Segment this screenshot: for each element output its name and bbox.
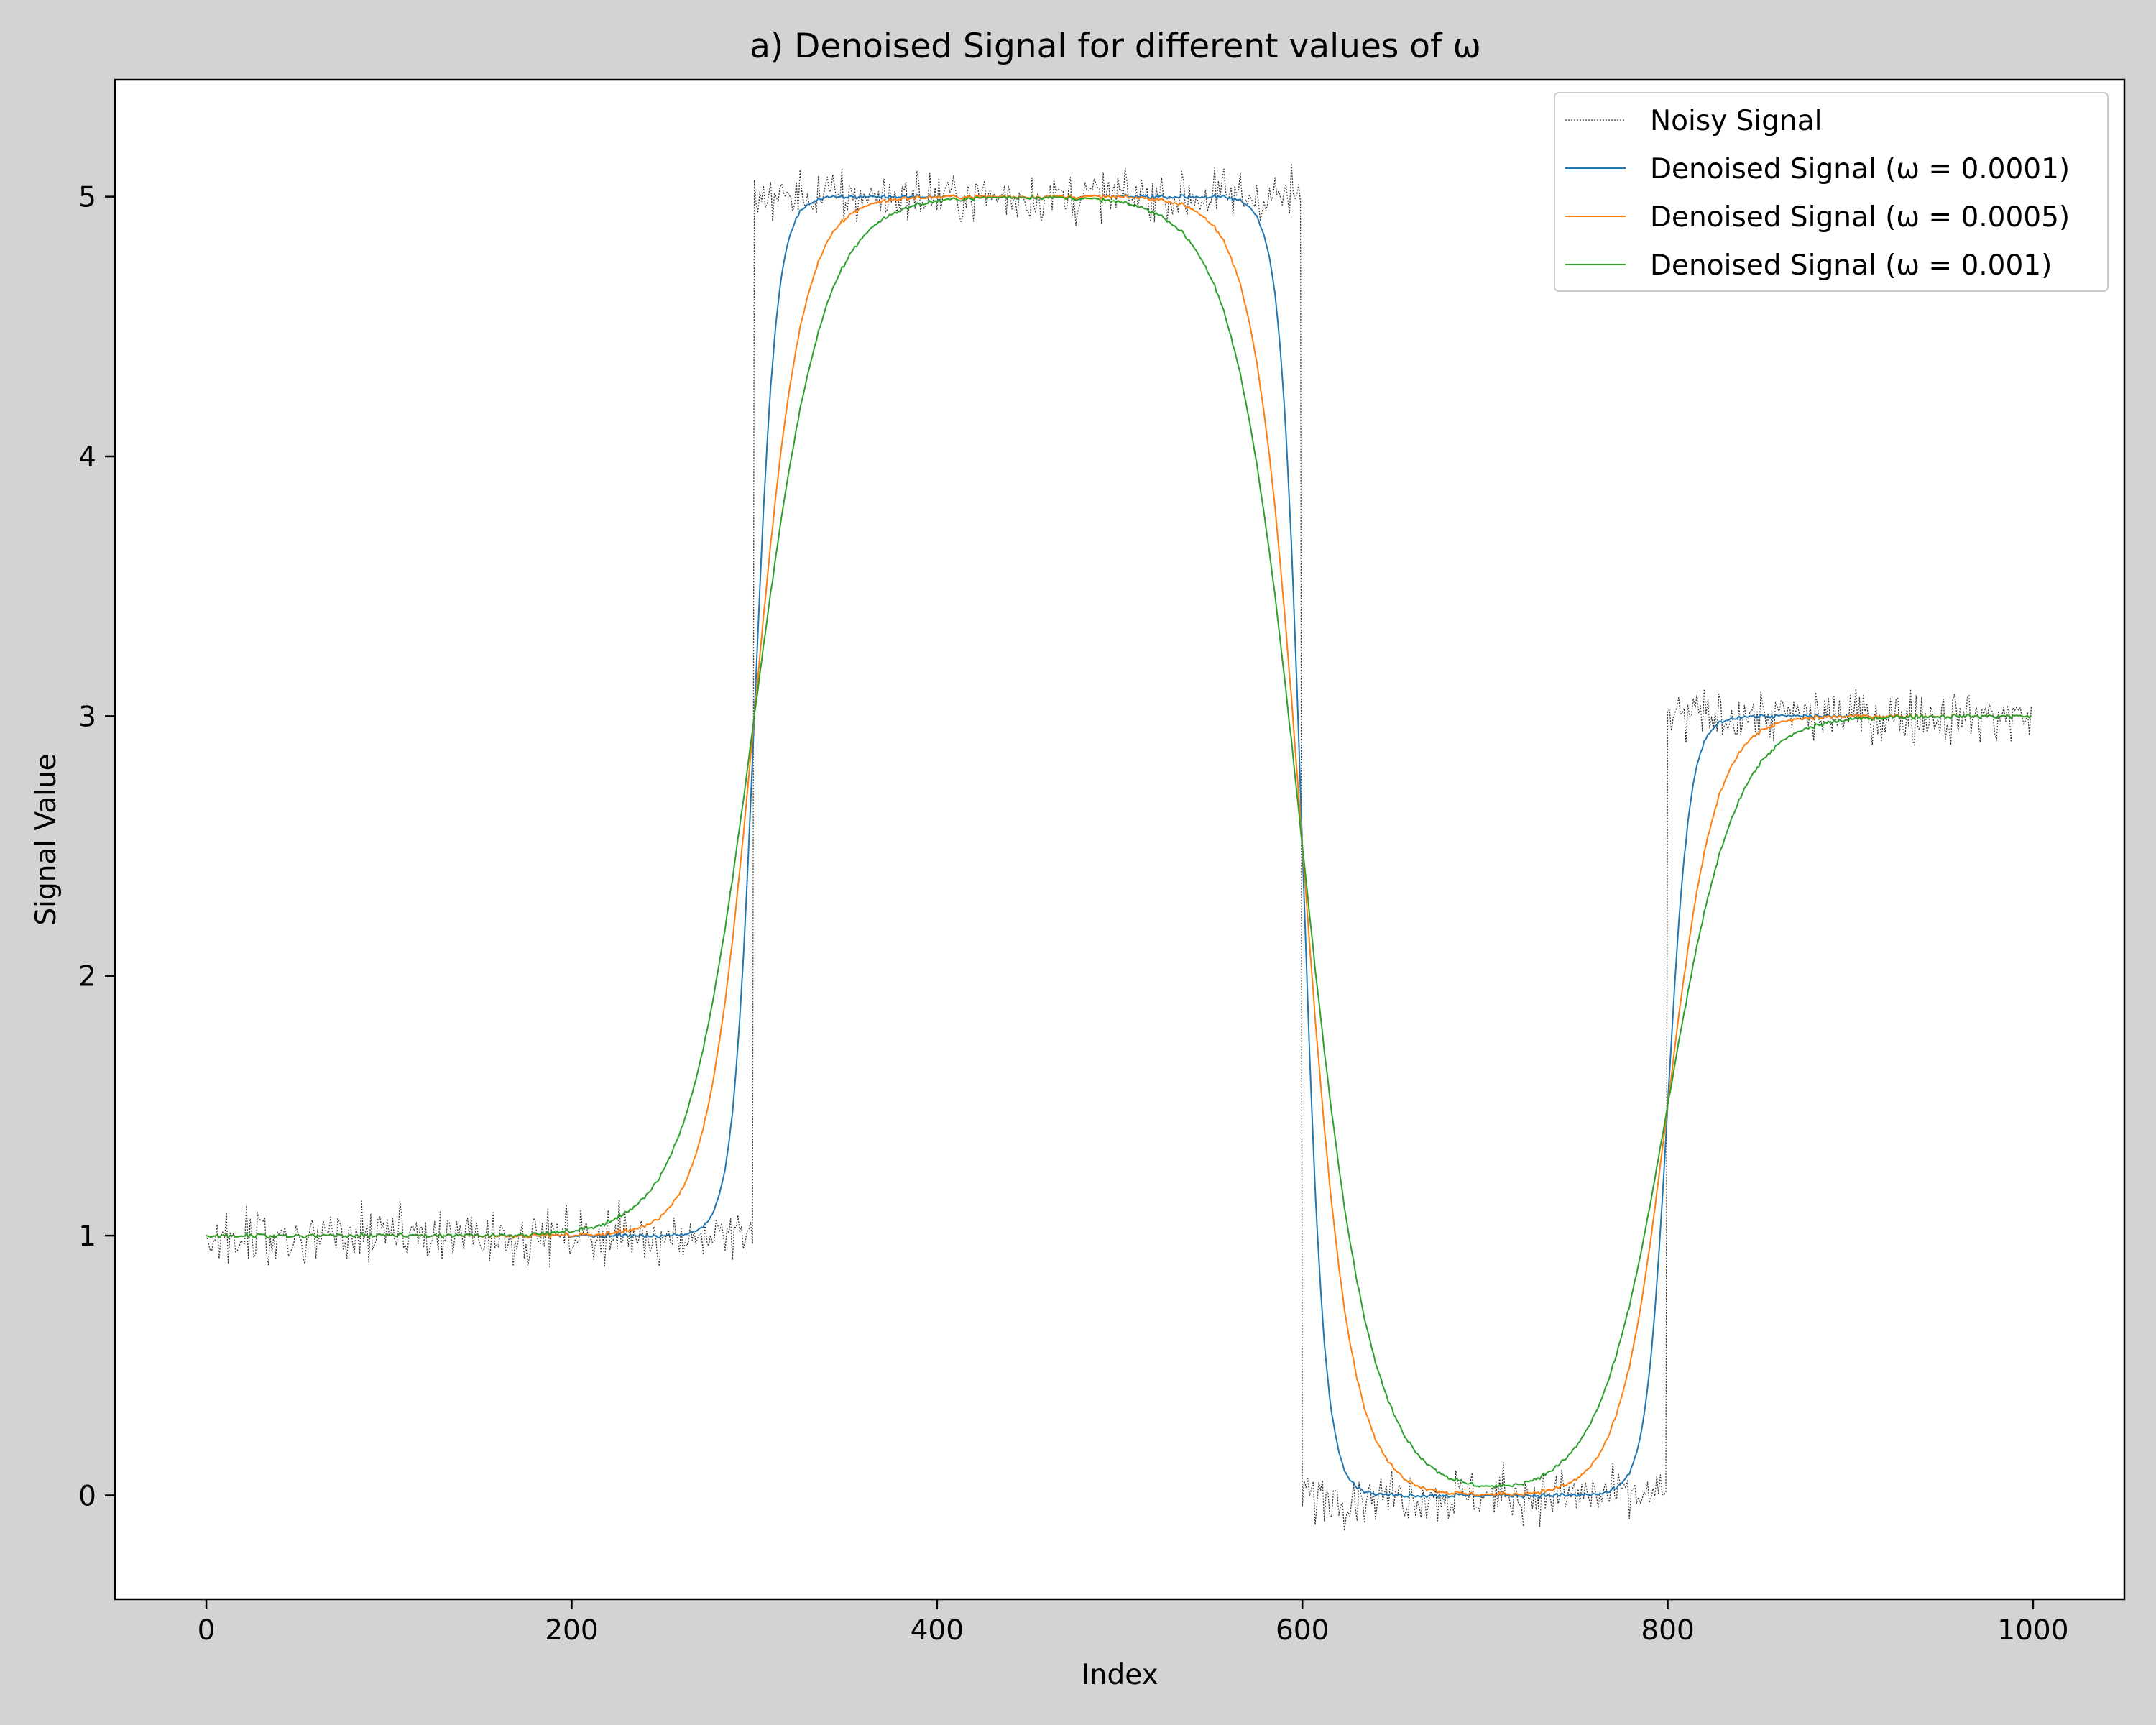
y-tick-label: 1	[78, 1220, 96, 1253]
legend-label: Denoised Signal (ω = 0.001)	[1650, 249, 2052, 282]
series-layer	[206, 162, 2032, 1532]
x-axis-label: Index	[1081, 1659, 1158, 1691]
y-tick-label: 0	[78, 1480, 96, 1512]
y-tick-label: 2	[78, 961, 96, 993]
y-axis-label: Signal Value	[30, 753, 63, 925]
chart-title: a) Denoised Signal for different values …	[750, 27, 1481, 66]
x-axis: 0 200 400 600 800 1000	[198, 1599, 2069, 1647]
series-line	[206, 162, 2032, 1532]
y-tick-label: 5	[78, 182, 96, 214]
x-tick-label: 600	[1276, 1614, 1329, 1647]
x-tick-label: 1000	[1997, 1614, 2068, 1647]
series-line	[206, 195, 2032, 1489]
legend-box	[1554, 92, 2109, 292]
series-line	[206, 194, 2032, 1497]
legend-label: Denoised Signal (ω = 0.0005)	[1650, 201, 2070, 234]
legend-label: Denoised Signal (ω = 0.0001)	[1650, 153, 2070, 185]
legend: Noisy Signal Denoised Signal (ω = 0.0001)…	[1554, 92, 2109, 292]
plot-frame	[114, 78, 2126, 1601]
x-tick-label: 200	[545, 1614, 598, 1647]
legend-label: Noisy Signal	[1650, 105, 1822, 137]
y-axis: 0 1 2 3 4 5	[78, 182, 115, 1512]
x-tick-label: 800	[1641, 1614, 1694, 1647]
plot-area	[115, 80, 2124, 1599]
x-tick-label: 400	[911, 1614, 964, 1647]
x-tick-label: 0	[198, 1614, 216, 1647]
y-tick-label: 4	[78, 441, 96, 474]
y-tick-label: 3	[78, 701, 96, 733]
